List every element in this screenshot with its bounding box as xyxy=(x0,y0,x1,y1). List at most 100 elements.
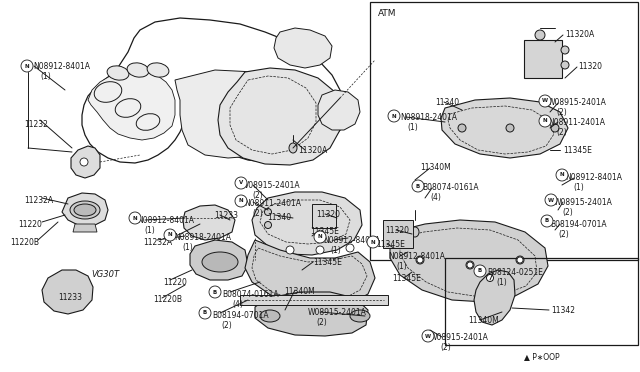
Text: 11232A: 11232A xyxy=(143,238,172,247)
Text: ▲ P∗OOP: ▲ P∗OOP xyxy=(524,352,559,361)
Text: 11320A: 11320A xyxy=(298,146,327,155)
Polygon shape xyxy=(318,90,360,130)
Text: 11340M: 11340M xyxy=(284,287,315,296)
Text: N: N xyxy=(392,113,396,119)
Ellipse shape xyxy=(260,310,280,322)
Polygon shape xyxy=(441,98,568,158)
Ellipse shape xyxy=(127,63,149,77)
Ellipse shape xyxy=(486,275,493,282)
Ellipse shape xyxy=(466,261,474,269)
Text: N08918-2401A: N08918-2401A xyxy=(174,233,231,242)
Circle shape xyxy=(517,257,523,263)
Text: W08915-2401A: W08915-2401A xyxy=(430,333,489,342)
Text: B08074-0161A: B08074-0161A xyxy=(222,290,278,299)
Polygon shape xyxy=(252,192,362,255)
Text: 11340: 11340 xyxy=(435,98,459,107)
Text: B: B xyxy=(203,311,207,315)
Ellipse shape xyxy=(458,124,466,132)
Text: N: N xyxy=(132,215,138,221)
Circle shape xyxy=(422,330,434,342)
Circle shape xyxy=(80,158,88,166)
Polygon shape xyxy=(71,146,100,178)
Text: V: V xyxy=(239,180,243,186)
Text: (2): (2) xyxy=(558,230,569,239)
Text: (2): (2) xyxy=(221,321,232,330)
Polygon shape xyxy=(88,70,175,140)
Text: (2): (2) xyxy=(316,318,327,327)
Text: 11220B: 11220B xyxy=(153,295,182,304)
Text: (2): (2) xyxy=(252,191,263,200)
Ellipse shape xyxy=(551,124,559,132)
Text: N08912-8401A: N08912-8401A xyxy=(33,62,90,71)
Text: B: B xyxy=(478,269,482,273)
Text: V08915-2401A: V08915-2401A xyxy=(244,181,301,190)
Polygon shape xyxy=(73,224,97,232)
Text: 11220: 11220 xyxy=(163,278,187,287)
Polygon shape xyxy=(42,270,93,314)
Text: 11345E: 11345E xyxy=(313,258,342,267)
Text: W08915-2401A: W08915-2401A xyxy=(548,98,607,107)
Text: (2): (2) xyxy=(440,343,451,352)
Text: N: N xyxy=(239,199,243,203)
Text: (1): (1) xyxy=(496,278,507,287)
Ellipse shape xyxy=(506,124,514,132)
Text: 11345E: 11345E xyxy=(563,146,592,155)
Text: N08918-2401A: N08918-2401A xyxy=(400,113,457,122)
Circle shape xyxy=(474,265,486,277)
Text: B08124-0251E: B08124-0251E xyxy=(487,268,543,277)
Text: B: B xyxy=(545,218,549,224)
Ellipse shape xyxy=(416,256,424,264)
Text: N08911-2401A: N08911-2401A xyxy=(548,118,605,127)
Text: N08912-8401A: N08912-8401A xyxy=(137,216,194,225)
Polygon shape xyxy=(218,68,342,165)
Polygon shape xyxy=(245,240,375,308)
Text: 11220B: 11220B xyxy=(10,238,39,247)
Ellipse shape xyxy=(411,227,419,237)
Polygon shape xyxy=(383,220,413,248)
Text: N: N xyxy=(317,234,323,240)
Text: 11340: 11340 xyxy=(267,213,291,222)
Text: W08915-2401A: W08915-2401A xyxy=(554,198,613,207)
Text: W: W xyxy=(542,99,548,103)
Polygon shape xyxy=(255,292,368,336)
Circle shape xyxy=(164,229,176,241)
Polygon shape xyxy=(190,240,248,280)
Circle shape xyxy=(388,110,400,122)
Polygon shape xyxy=(183,205,235,240)
Text: B08194-0701A: B08194-0701A xyxy=(550,220,607,229)
Text: W: W xyxy=(425,334,431,339)
Text: W08915-2401A: W08915-2401A xyxy=(308,308,367,317)
Ellipse shape xyxy=(70,201,100,219)
Text: (4): (4) xyxy=(430,193,441,202)
Circle shape xyxy=(129,212,141,224)
Text: (1): (1) xyxy=(407,123,418,132)
Circle shape xyxy=(545,194,557,206)
Text: (1): (1) xyxy=(396,262,407,271)
Text: (1): (1) xyxy=(182,243,193,252)
Ellipse shape xyxy=(264,221,271,228)
Bar xyxy=(445,258,638,345)
Ellipse shape xyxy=(74,204,96,216)
Text: B08074-0161A: B08074-0161A xyxy=(422,183,479,192)
Ellipse shape xyxy=(561,61,569,69)
Text: ATM: ATM xyxy=(378,9,397,18)
Text: VG30T: VG30T xyxy=(91,270,119,279)
Circle shape xyxy=(367,236,379,248)
Ellipse shape xyxy=(147,63,169,77)
Ellipse shape xyxy=(561,46,569,54)
Ellipse shape xyxy=(535,30,545,40)
Text: (1): (1) xyxy=(330,246,340,255)
Circle shape xyxy=(417,257,423,263)
Circle shape xyxy=(541,215,553,227)
Text: (2): (2) xyxy=(556,128,567,137)
Text: (4): (4) xyxy=(232,300,243,309)
Text: 11220: 11220 xyxy=(18,220,42,229)
Polygon shape xyxy=(240,295,388,305)
Text: 11342: 11342 xyxy=(551,306,575,315)
Text: W: W xyxy=(548,198,554,202)
Text: 11320: 11320 xyxy=(385,226,409,235)
Text: (1): (1) xyxy=(144,226,155,235)
Circle shape xyxy=(286,246,294,254)
Text: N: N xyxy=(25,64,29,68)
Polygon shape xyxy=(175,70,298,158)
